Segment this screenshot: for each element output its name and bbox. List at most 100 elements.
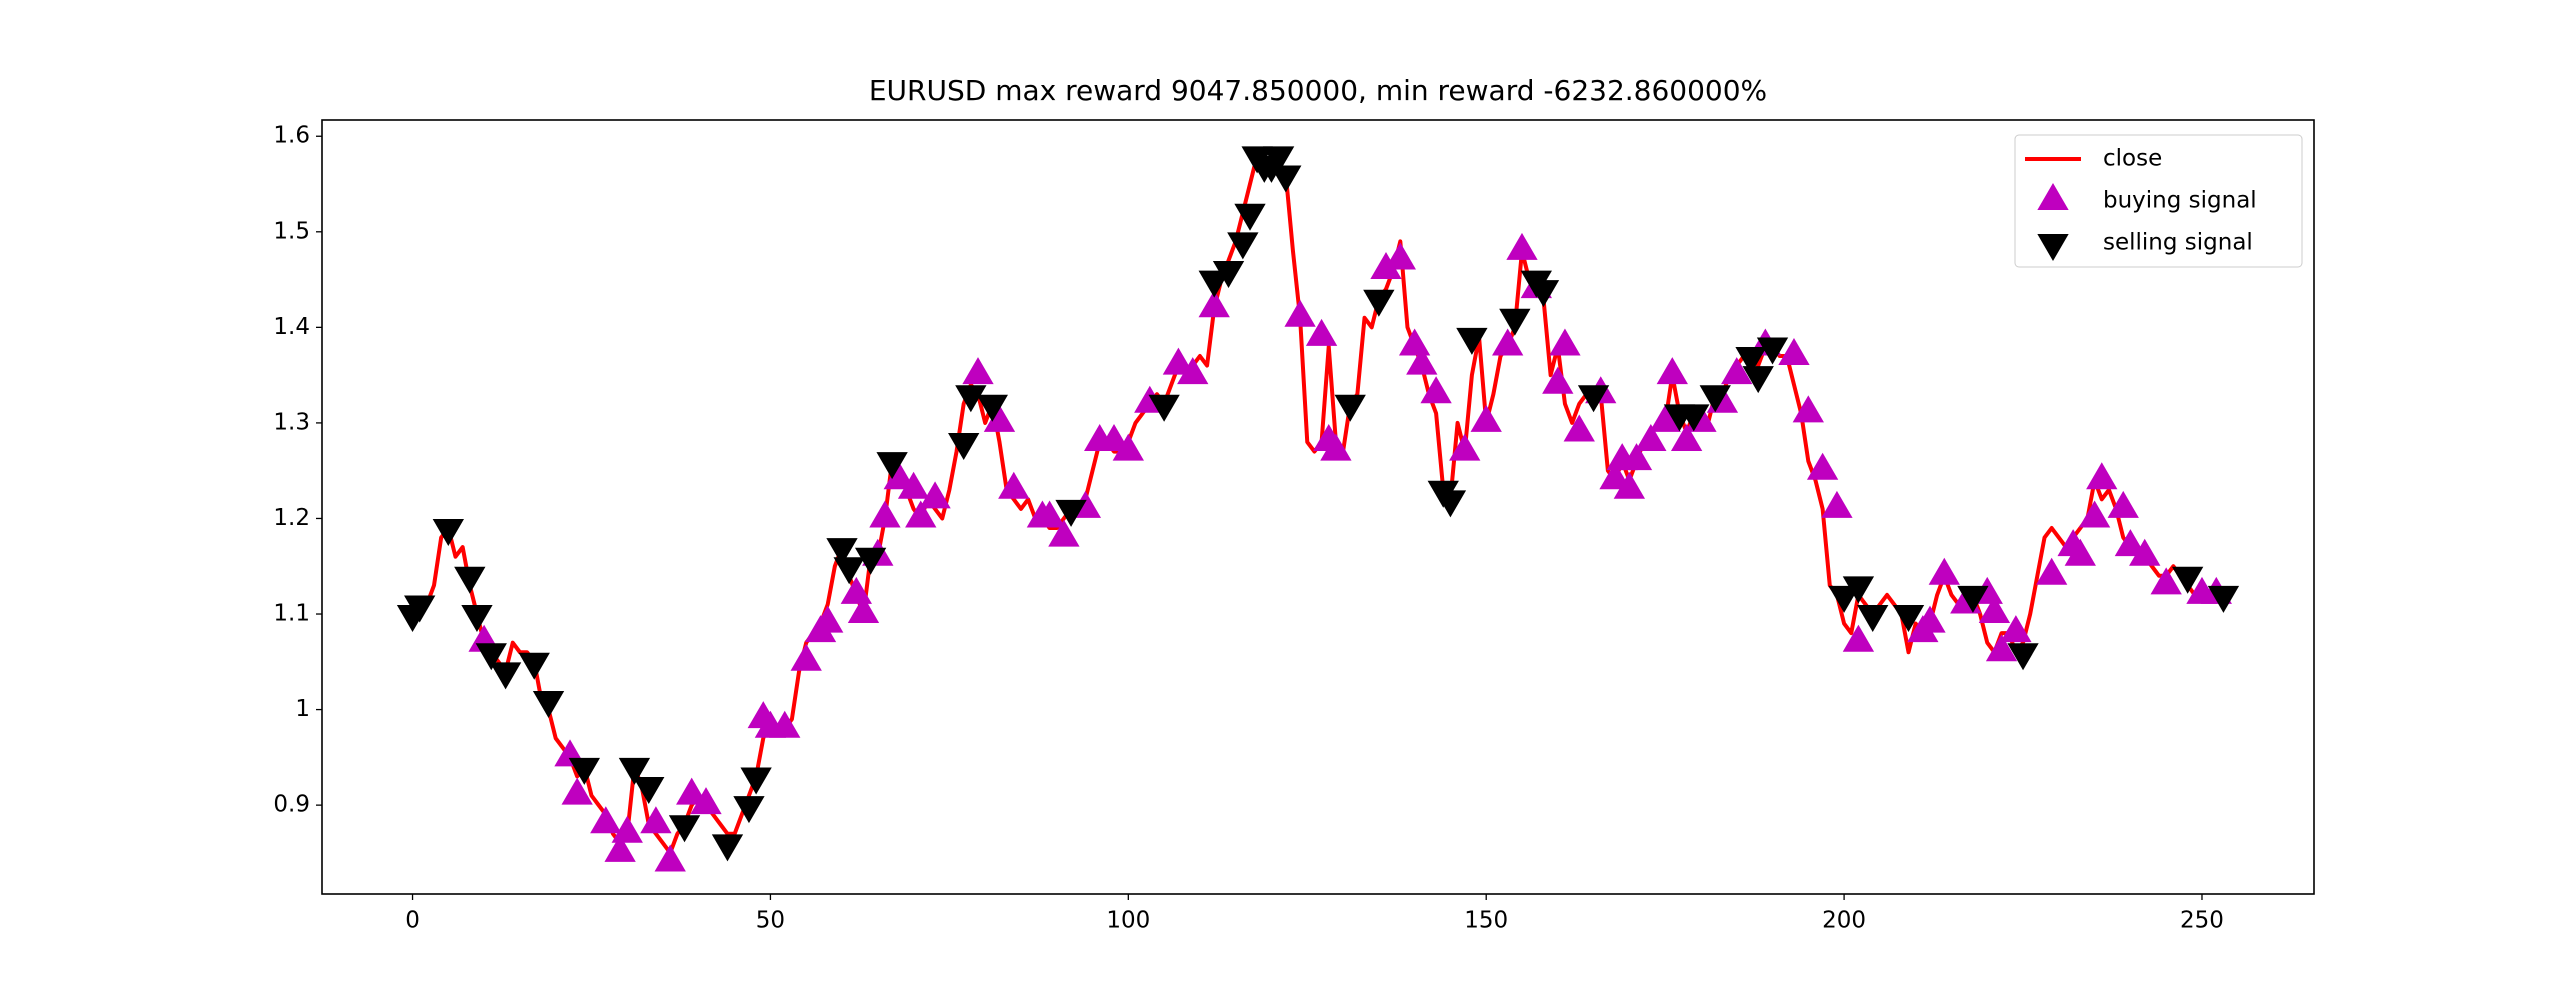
sell-marker (1227, 232, 1259, 260)
sell-marker (1055, 499, 1087, 527)
buy-marker (1406, 347, 1438, 375)
buy-marker (1198, 290, 1230, 318)
legend-label: buying signal (2103, 188, 2257, 214)
sell-marker (432, 519, 464, 547)
plot-frame (321, 119, 2315, 895)
y-tick-label: 1.2 (273, 505, 310, 531)
sell-marker (1499, 308, 1531, 336)
sell-marker (833, 557, 865, 585)
buy-marker (676, 777, 708, 805)
buy-marker (1914, 605, 1946, 633)
buy-marker (998, 471, 1030, 499)
buy-marker (2078, 500, 2111, 528)
buy-marker (1470, 404, 1502, 432)
buy-marker (1821, 490, 1853, 518)
buy-marker (611, 815, 643, 843)
legend-box (2014, 134, 2303, 268)
y-tick-label: 1.4 (273, 314, 310, 340)
buy-marker (983, 404, 1016, 432)
x-tick-label: 200 (1822, 908, 1866, 934)
sell-marker (2207, 585, 2240, 613)
sell-marker (1334, 394, 1366, 422)
buy-marker (590, 806, 622, 834)
y-tick-label: 1.3 (273, 409, 310, 435)
sell-marker (733, 796, 765, 824)
sell-marker (568, 757, 600, 785)
legend-swatch (2037, 183, 2069, 210)
sell-marker (489, 662, 522, 690)
buy-marker (1506, 232, 1538, 260)
buy-marker (1033, 500, 1066, 528)
buy-marker (2129, 538, 2161, 566)
sell-marker (955, 385, 987, 413)
y-tick-label: 1.6 (273, 123, 310, 149)
buy-marker (1542, 366, 1574, 394)
buy-marker (1370, 252, 1402, 280)
sell-marker (1262, 146, 1295, 174)
x-tick-label: 250 (2180, 908, 2224, 934)
buy-marker (604, 834, 636, 862)
y-tick-label: 1.1 (273, 601, 310, 627)
buy-marker (1449, 433, 1481, 461)
buy-marker (1162, 347, 1195, 375)
buy-marker (1649, 404, 1681, 432)
buy-marker (1670, 424, 1703, 452)
legend-swatch (2037, 234, 2069, 261)
sell-marker (518, 652, 550, 680)
buy-marker (1320, 433, 1352, 461)
buy-marker (1613, 471, 1646, 499)
sell-marker (876, 452, 908, 480)
buy-marker (654, 844, 686, 872)
legend-label: close (2103, 146, 2162, 172)
y-tick-label: 0.9 (273, 792, 310, 818)
sell-marker (404, 595, 436, 623)
buy-marker (1635, 424, 1667, 452)
sell-marker (633, 777, 665, 805)
sell-marker (454, 566, 486, 594)
buy-marker (897, 471, 930, 499)
buy-marker (1792, 395, 1824, 423)
sell-marker (1234, 203, 1266, 231)
buy-marker (2114, 529, 2147, 557)
buy-marker (1177, 357, 1209, 385)
buy-marker (847, 596, 880, 624)
sell-marker (2172, 566, 2204, 594)
sell-marker (1957, 585, 1989, 613)
sell-marker (1828, 585, 1860, 613)
sell-marker (1434, 490, 1467, 518)
buy-marker (1112, 433, 1144, 461)
sell-marker (1842, 576, 1875, 604)
sell-marker (1756, 337, 1789, 365)
buy-marker (2086, 462, 2118, 490)
sell-marker (475, 643, 507, 671)
buy-marker (919, 481, 951, 509)
sell-marker (1527, 280, 1560, 308)
buy-marker (1842, 624, 1875, 652)
buy-marker (2150, 567, 2182, 595)
chart-title: EURUSD max reward 9047.850000, min rewar… (869, 74, 1767, 107)
sell-marker (1577, 385, 1610, 413)
buy-marker (1778, 338, 1810, 366)
sell-marker (1742, 366, 1774, 394)
buy-marker (840, 576, 872, 604)
x-tick-label: 0 (405, 908, 420, 934)
sell-marker (826, 538, 858, 566)
buy-marker (2000, 615, 2032, 643)
buy-marker (1721, 357, 1753, 385)
buy-marker (812, 605, 844, 633)
sell-marker (618, 757, 651, 785)
buy-marker (1398, 328, 1431, 356)
sell-marker (1456, 327, 1488, 355)
buy-marker (1284, 299, 1316, 327)
buy-marker (1420, 376, 1452, 404)
x-tick-label: 150 (1464, 908, 1508, 934)
buy-marker (1620, 443, 1653, 471)
sell-marker (1270, 165, 1302, 193)
buy-marker (905, 500, 937, 528)
buy-marker (1985, 634, 2018, 662)
y-tick-label: 1 (295, 696, 310, 722)
y-tick-label: 1.5 (273, 218, 310, 244)
sell-marker (1212, 261, 1245, 289)
